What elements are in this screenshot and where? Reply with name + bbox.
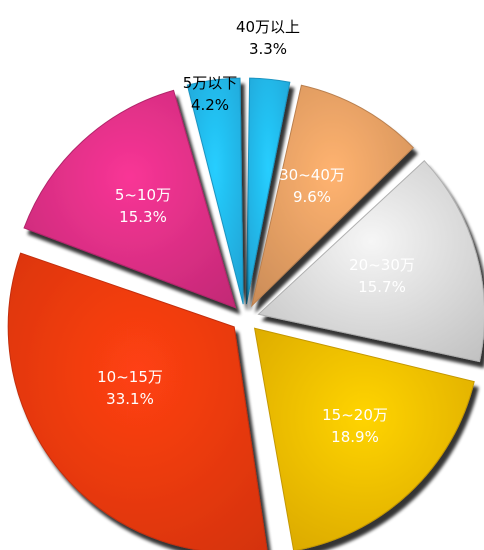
slice-label-6: 5~10万 [115, 186, 171, 204]
slice-label-5: 10~15万 [97, 368, 163, 386]
slice-percent-6: 15.3% [119, 208, 167, 226]
pie-slice-1 [245, 77, 291, 305]
slice-percent-3: 15.7% [358, 278, 406, 296]
pie-slice-2 [250, 84, 414, 308]
slice-label-7: 5万以下 [183, 74, 238, 92]
slice-percent-7: 4.2% [191, 96, 229, 114]
slice-percent-4: 18.9% [331, 428, 379, 446]
pie-slice-6 [23, 89, 237, 309]
slice-label-4: 15~20万 [322, 406, 388, 424]
pie-slice-7 [186, 77, 244, 305]
slice-label-3: 20~30万 [349, 256, 415, 274]
slice-percent-1: 3.3% [249, 40, 287, 58]
slice-label-2: 30~40万 [279, 166, 345, 184]
slice-label-1: 40万以上 [236, 18, 300, 36]
pie-labels: 40万以上 3.3% 30~40万 9.6% 20~30万 15.7% 15~20万 18.9… [97, 18, 415, 446]
pie-slices [7, 77, 484, 550]
pie-slice-5 [7, 252, 268, 550]
slice-percent-2: 9.6% [293, 188, 331, 206]
pie-slice-4 [253, 327, 475, 550]
pie-slice-3 [257, 160, 484, 363]
slice-percent-5: 33.1% [106, 390, 154, 408]
